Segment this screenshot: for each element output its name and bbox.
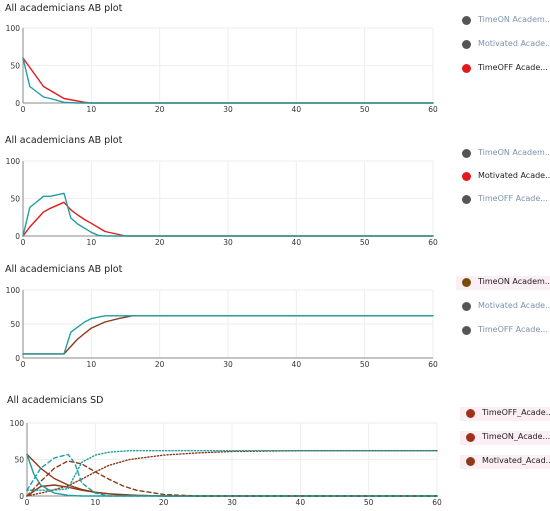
series-line: [26, 450, 438, 491]
legend-item-timeoff[interactable]: TimeOFF Acade...: [456, 62, 550, 76]
x-tick-label: 10: [87, 238, 97, 247]
legend-dot: [462, 195, 471, 204]
legend-label: TimeOFF Acade...: [478, 63, 548, 72]
x-tick-label: 60: [432, 498, 442, 507]
x-tick-label: 60: [428, 105, 438, 114]
y-tick-label: 100: [6, 286, 21, 295]
y-tick-label: 0: [19, 492, 24, 501]
y-tick-label: 100: [6, 24, 21, 33]
legend-dot: [466, 433, 475, 442]
legend-label: TimeON Academ...: [478, 148, 550, 157]
chart-panel-2: All academicians AB plot 0 10 20 30 40 50 60 0 5…: [0, 133, 550, 258]
x-tick-label: 20: [155, 360, 165, 369]
legend-dot: [462, 278, 471, 287]
chart-title: All academicians SD: [7, 395, 104, 406]
legend-label: Motivated Acade...: [478, 301, 550, 310]
x-tick-label: 50: [364, 498, 374, 507]
chart-panel-3: All academicians AB plot 0 10 20 30 40 50 60 0 5…: [0, 263, 550, 388]
legend-item-motivated[interactable]: Motivated_Acad...: [460, 455, 550, 469]
legend-dot: [462, 16, 471, 25]
y-tick-label: 50: [10, 62, 20, 71]
legend-dot: [462, 172, 471, 181]
y-tick-label: 0: [15, 99, 20, 108]
y-tick-label: 50: [14, 456, 24, 465]
legend-item-timeon[interactable]: TimeON Academ...: [456, 14, 550, 28]
chart-plot[interactable]: 0 10 20 30 40 50 60 0 50 100: [0, 133, 450, 258]
x-tick-label: 0: [21, 360, 26, 369]
x-tick-label: 30: [223, 238, 233, 247]
x-tick-label: 40: [296, 498, 306, 507]
series-line: [22, 315, 434, 355]
x-tick-label: 60: [428, 238, 438, 247]
legend-dot: [462, 326, 471, 335]
legend-label: TimeOFF Acade...: [478, 194, 548, 203]
y-tick-label: 100: [10, 419, 25, 428]
legend-dot: [462, 64, 471, 73]
x-tick-label: 20: [159, 498, 169, 507]
legend-label: TimeOFF_Acade...: [482, 408, 550, 417]
y-tick-label: 0: [15, 232, 20, 241]
legend-item-timeoff[interactable]: TimeOFF Acade...: [456, 193, 550, 207]
x-tick-label: 20: [155, 105, 165, 114]
legend-item-timeon[interactable]: TimeON Academ...: [456, 276, 550, 290]
series-line: [26, 460, 438, 497]
x-tick-label: 50: [360, 105, 370, 114]
chart-plot[interactable]: 0 10 20 30 40 50 60 0 50 100: [0, 0, 450, 125]
legend-item-timeon[interactable]: TimeON_Acade...: [460, 431, 550, 445]
y-tick-label: 100: [6, 157, 21, 166]
legend-label: TimeON_Acade...: [482, 432, 550, 441]
chart-panel-1: All academicians AB plot 0 10 20 30 40 50 60 0 5…: [0, 0, 550, 125]
legend-label: Motivated Acade...: [478, 171, 550, 180]
legend-item-timeoff[interactable]: TimeOFF Acade...: [456, 324, 550, 338]
series-line: [26, 453, 438, 497]
legend-dot: [462, 302, 471, 311]
x-tick-label: 40: [292, 360, 302, 369]
legend-label: TimeOFF Acade...: [478, 325, 548, 334]
legend-dot: [462, 40, 471, 49]
legend-dot: [466, 457, 475, 466]
series-line: [22, 57, 434, 104]
chart-plot[interactable]: 0 10 20 30 40 50 60 0 50 100: [0, 263, 450, 388]
legend-item-motivated[interactable]: Motivated Acade...: [456, 300, 550, 314]
legend-dot: [466, 409, 475, 418]
chart-title: All academicians AB plot: [5, 264, 123, 275]
x-tick-label: 60: [428, 360, 438, 369]
chart-title: All academicians AB plot: [5, 3, 123, 14]
legend-dot: [462, 149, 471, 158]
legend-label: TimeON Academ...: [478, 277, 550, 286]
chart-title: All academicians AB plot: [5, 135, 123, 146]
legend-label: Motivated_Acad...: [482, 456, 550, 465]
series-line: [22, 192, 434, 237]
x-tick-label: 20: [155, 238, 165, 247]
series-line: [22, 201, 434, 237]
x-tick-label: 10: [87, 105, 97, 114]
y-tick-label: 50: [10, 195, 20, 204]
legend-item-motivated[interactable]: Motivated Acade...: [456, 170, 550, 184]
x-tick-label: 30: [223, 105, 233, 114]
legend-label: Motivated Acade...: [478, 39, 550, 48]
x-tick-label: 30: [227, 498, 237, 507]
legend-item-motivated[interactable]: Motivated Acade...: [456, 38, 550, 52]
x-tick-label: 40: [292, 105, 302, 114]
x-tick-label: 10: [87, 360, 97, 369]
legend-label: TimeON Academ...: [478, 15, 550, 24]
x-tick-label: 40: [292, 238, 302, 247]
y-tick-label: 50: [10, 320, 20, 329]
x-tick-label: 0: [25, 498, 30, 507]
chart-panel-4: All academicians SD 0 10 20 30 40 50 60 0 50 100 …: [0, 393, 550, 511]
x-tick-label: 0: [21, 105, 26, 114]
x-tick-label: 50: [360, 360, 370, 369]
legend-item-timeon[interactable]: TimeON Academ...: [456, 147, 550, 161]
legend-item-timeoff[interactable]: TimeOFF_Acade...: [460, 407, 550, 421]
series-line: [26, 453, 438, 497]
x-tick-label: 10: [91, 498, 101, 507]
x-tick-label: 0: [21, 238, 26, 247]
y-tick-label: 0: [15, 354, 20, 363]
x-tick-label: 30: [223, 360, 233, 369]
x-tick-label: 50: [360, 238, 370, 247]
chart-plot[interactable]: 0 10 20 30 40 50 60 0 50 100: [0, 393, 450, 511]
